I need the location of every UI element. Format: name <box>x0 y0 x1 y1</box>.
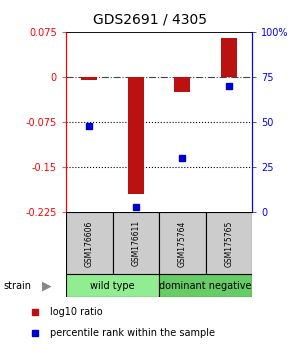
Text: GSM175764: GSM175764 <box>178 220 187 267</box>
Text: log10 ratio: log10 ratio <box>50 307 103 316</box>
Bar <box>220 38 237 77</box>
Bar <box>66 274 159 297</box>
Text: strain: strain <box>3 281 31 291</box>
Text: ▶: ▶ <box>42 279 51 292</box>
Text: GDS2691 / 4305: GDS2691 / 4305 <box>93 12 207 27</box>
Text: GSM176611: GSM176611 <box>131 220 140 267</box>
Text: percentile rank within the sample: percentile rank within the sample <box>50 328 215 338</box>
Bar <box>174 77 190 92</box>
Bar <box>112 212 159 274</box>
Text: GSM176606: GSM176606 <box>85 220 94 267</box>
Bar <box>81 77 98 80</box>
Bar <box>128 77 144 194</box>
Text: wild type: wild type <box>90 281 135 291</box>
Bar <box>159 212 206 274</box>
Text: dominant negative: dominant negative <box>159 281 252 291</box>
Text: GSM175765: GSM175765 <box>224 220 233 267</box>
Bar <box>206 212 252 274</box>
Bar <box>66 212 112 274</box>
Bar <box>159 274 252 297</box>
